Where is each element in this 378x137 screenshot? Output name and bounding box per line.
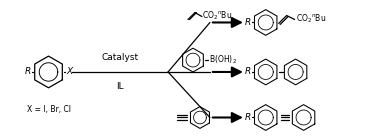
Text: IL: IL: [116, 82, 124, 91]
Text: R: R: [245, 113, 251, 122]
Text: R: R: [24, 67, 31, 76]
Text: R: R: [245, 67, 251, 76]
Text: CO$_2$$^n$Bu: CO$_2$$^n$Bu: [202, 9, 232, 22]
Text: B(OH)$_2$: B(OH)$_2$: [209, 54, 237, 66]
Text: X = I, Br, Cl: X = I, Br, Cl: [26, 105, 71, 114]
Text: Catalyst: Catalyst: [102, 53, 139, 62]
Text: X: X: [67, 67, 73, 76]
Text: R: R: [245, 18, 251, 27]
Text: CO$_2$$^n$Bu: CO$_2$$^n$Bu: [296, 12, 326, 25]
